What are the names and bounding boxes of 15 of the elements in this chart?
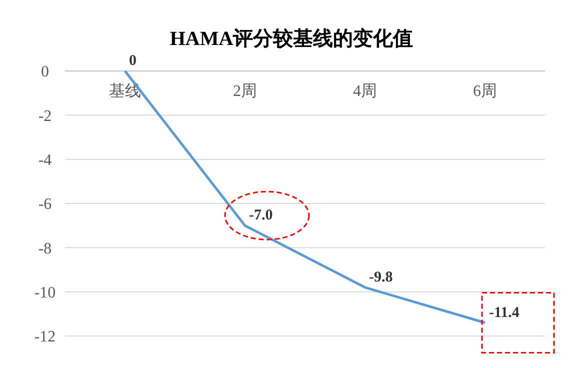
x-tick-label: 6周 [473,83,497,100]
y-tick-label: -6 [38,196,52,214]
y-tick-label: -2 [38,108,52,125]
x-tick-label: 2周 [233,83,257,100]
data-label: -9.8 [369,269,393,286]
y-tick-label: -12 [34,328,56,346]
x-tick-label: 4周 [353,83,377,100]
y-tick-label: -8 [38,240,52,258]
chart-title: HAMA评分较基线的变化值 [170,27,414,50]
data-label: -11.4 [489,304,520,321]
data-label: 0 [129,53,136,69]
y-tick-label: -10 [34,284,56,302]
y-tick-label: 0 [41,64,49,81]
data-label: -7.0 [249,208,273,224]
y-tick-label: -4 [38,152,52,169]
